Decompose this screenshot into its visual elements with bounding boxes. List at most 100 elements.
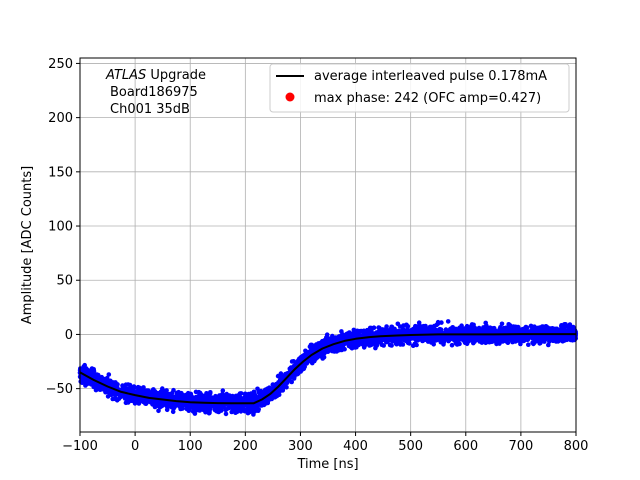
- sample-point: [349, 342, 354, 348]
- y-tick-label: 250: [48, 57, 73, 72]
- sample-point: [245, 410, 251, 416]
- sample-point: [94, 386, 100, 392]
- sample-point: [217, 393, 222, 399]
- sample-point: [505, 325, 511, 330]
- sample-point: [164, 393, 169, 398]
- sample-point: [450, 335, 456, 341]
- x-tick-label: 200: [233, 439, 258, 454]
- sample-point: [501, 325, 507, 331]
- sample-point: [336, 335, 342, 341]
- sample-point: [401, 323, 406, 328]
- sample-point: [446, 338, 451, 344]
- sample-point: [122, 396, 128, 401]
- legend-entry-max-phase: max phase: 242 (OFC amp=0.427): [314, 91, 541, 106]
- sample-point: [196, 389, 202, 395]
- sample-point: [152, 404, 158, 410]
- sample-point: [373, 345, 378, 351]
- sample-point: [321, 349, 327, 354]
- svg-text:ATLAS Upgrade: ATLAS Upgrade: [105, 68, 206, 83]
- sample-point: [82, 378, 88, 383]
- sample-point: [515, 328, 520, 334]
- sample-point: [328, 339, 334, 345]
- sample-point: [120, 392, 126, 398]
- sample-point: [223, 411, 229, 417]
- sample-point: [215, 403, 221, 408]
- sample-point: [463, 325, 469, 331]
- sample-point: [259, 400, 264, 406]
- sample-point: [310, 360, 315, 366]
- sample-point: [91, 373, 97, 378]
- sample-point: [125, 399, 130, 405]
- sample-point: [82, 362, 87, 368]
- sample-point: [85, 381, 90, 387]
- sample-point: [416, 336, 421, 341]
- y-tick-label: 50: [56, 274, 73, 289]
- sample-point: [414, 342, 419, 348]
- sample-point: [320, 353, 326, 359]
- sample-point: [532, 337, 538, 342]
- sample-point: [102, 379, 108, 385]
- sample-point: [487, 339, 492, 345]
- sample-point: [567, 322, 573, 327]
- sample-point: [405, 324, 411, 329]
- sample-point: [153, 399, 158, 404]
- sample-point: [396, 336, 401, 341]
- sample-point: [427, 326, 433, 331]
- atlas-annotation: ATLAS Upgrade Board186975 Ch001 35dB: [105, 68, 206, 117]
- sample-point: [400, 342, 406, 347]
- sample-point: [171, 405, 177, 411]
- sample-point: [462, 340, 468, 346]
- sample-point: [279, 375, 285, 381]
- sample-point: [431, 342, 437, 347]
- sample-point: [568, 336, 574, 341]
- x-tick-label: 700: [508, 439, 533, 454]
- sample-point: [384, 326, 390, 332]
- sample-point: [481, 325, 486, 330]
- sample-point: [362, 339, 368, 345]
- board-label: Board186975: [110, 85, 198, 100]
- sample-point: [483, 320, 489, 326]
- sample-point: [568, 326, 573, 332]
- sample-point: [423, 325, 429, 331]
- sample-point: [505, 328, 510, 334]
- sample-point: [165, 405, 170, 410]
- sample-point: [487, 327, 492, 333]
- atlas-label: ATLAS: [105, 68, 146, 83]
- sample-point: [138, 386, 144, 391]
- x-tick-label: 300: [288, 439, 313, 454]
- sample-point: [356, 342, 362, 348]
- x-tick-label: 500: [398, 439, 423, 454]
- sample-point: [499, 321, 505, 327]
- upgrade-label: Upgrade: [146, 68, 206, 83]
- y-tick-label: −50: [46, 382, 73, 397]
- sample-point: [449, 342, 455, 348]
- sample-point: [304, 350, 310, 355]
- sample-point: [114, 398, 120, 403]
- sample-point: [515, 324, 521, 330]
- sample-point: [168, 393, 173, 399]
- y-tick-label: 0: [65, 328, 73, 343]
- sample-point: [377, 326, 383, 332]
- sample-point: [541, 326, 546, 332]
- sample-point: [389, 324, 394, 330]
- legend: average interleaved pulse 0.178mA max ph…: [269, 63, 570, 113]
- sample-point: [112, 392, 118, 398]
- sample-point: [523, 324, 529, 330]
- legend-dot-swatch: [285, 92, 295, 102]
- sample-point: [326, 348, 331, 353]
- sample-point: [486, 334, 492, 340]
- sample-point: [466, 329, 472, 334]
- sample-point: [445, 319, 451, 324]
- sample-point: [389, 343, 394, 348]
- legend-entry-average: average interleaved pulse 0.178mA: [314, 69, 547, 84]
- sample-point: [199, 405, 205, 411]
- sample-point: [194, 404, 200, 409]
- legend-box: [269, 63, 570, 113]
- sample-point: [483, 340, 489, 346]
- sample-point: [228, 398, 233, 404]
- sample-point: [402, 338, 407, 343]
- sample-point: [170, 409, 176, 415]
- sample-point: [361, 328, 367, 334]
- sample-point: [520, 334, 525, 340]
